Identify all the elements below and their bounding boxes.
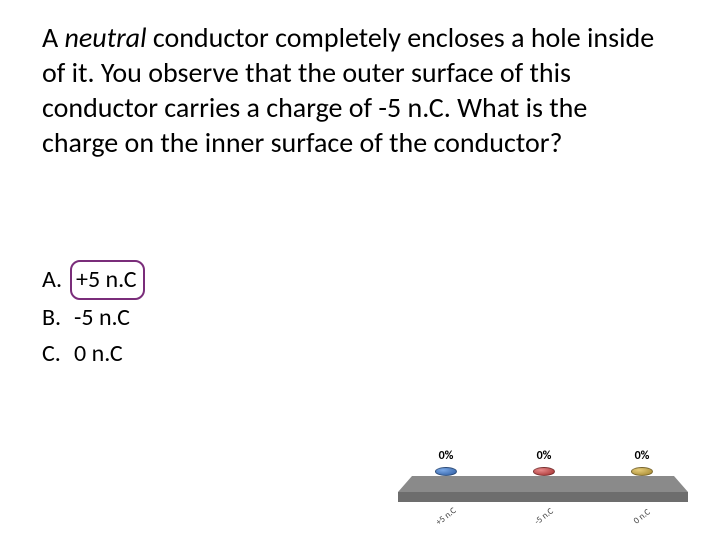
option-a: A. +5 n.C: [42, 260, 145, 300]
question-neutral-word: neutral: [65, 20, 147, 55]
poll-platform: [398, 476, 688, 504]
poll-column-2: 0%: [514, 449, 574, 476]
platform-top: [398, 476, 688, 492]
platform-front: [398, 492, 688, 502]
poll-column-1: 0%: [416, 449, 476, 476]
poll-disc-icon: [435, 467, 457, 476]
option-text-circled: +5 n.C: [70, 260, 145, 300]
poll-disc-icon: [631, 467, 653, 476]
poll-column-3: 0%: [612, 449, 672, 476]
poll-percent: 0%: [635, 449, 650, 463]
option-text: -5 n.C: [74, 300, 130, 336]
question-prefix: A: [42, 20, 65, 55]
option-text: 0 n.C: [74, 336, 123, 372]
slide: A neutral conductor completely encloses …: [0, 0, 720, 540]
answer-options: A. +5 n.C B. -5 n.C C. 0 n.C: [42, 260, 145, 372]
poll-graphic: 0% 0% 0% +5 n.C -5 n.C 0 n.C: [398, 442, 688, 522]
poll-disc-icon: [533, 467, 555, 476]
option-c: C. 0 n.C: [42, 336, 145, 372]
poll-percent: 0%: [537, 449, 552, 463]
option-letter: B.: [42, 300, 74, 336]
option-letter: C.: [42, 336, 74, 372]
option-b: B. -5 n.C: [42, 300, 145, 336]
question-text: A neutral conductor completely encloses …: [42, 20, 662, 160]
poll-percent: 0%: [439, 449, 454, 463]
